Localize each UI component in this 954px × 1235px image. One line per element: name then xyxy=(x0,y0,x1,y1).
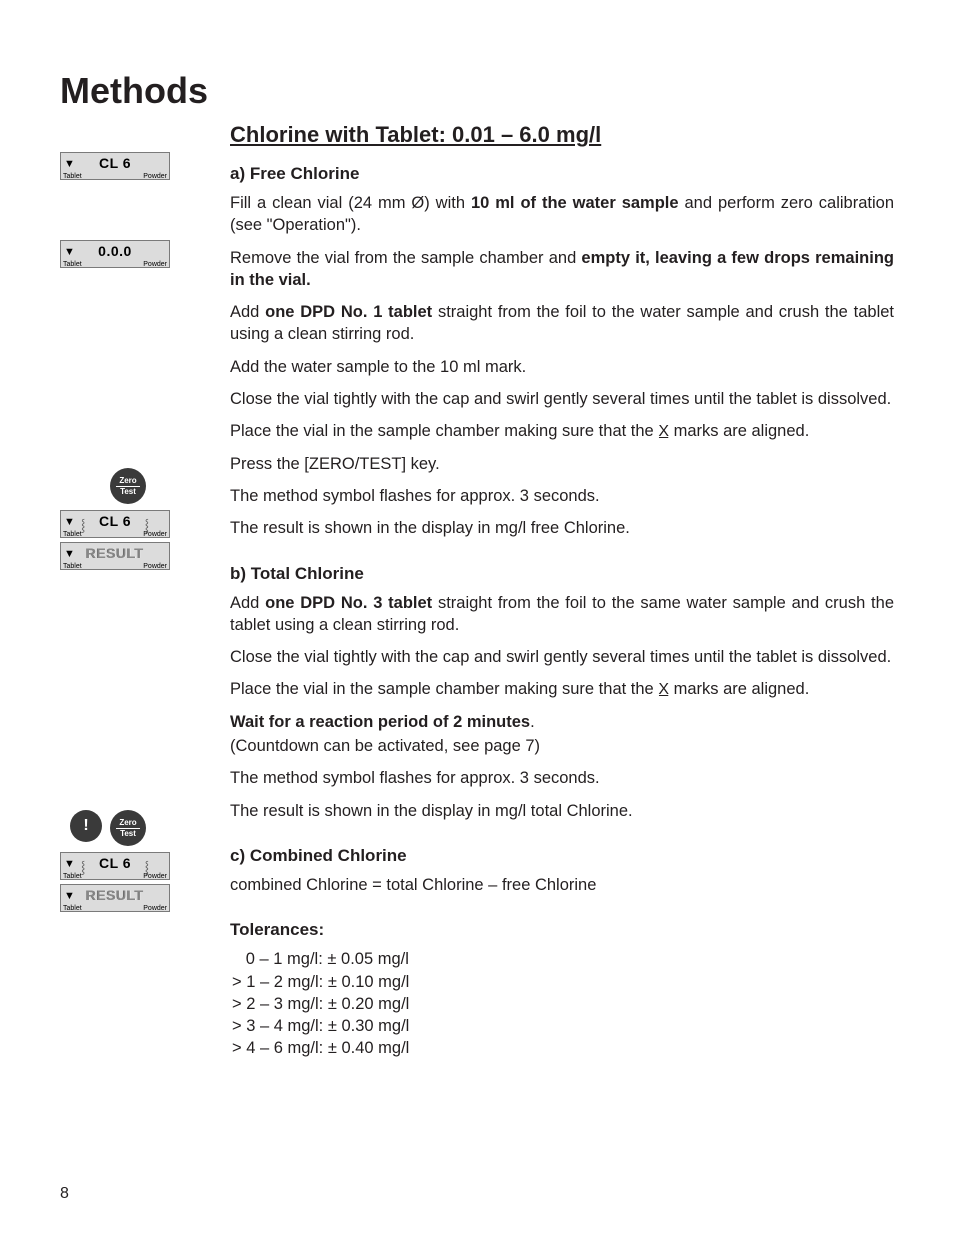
zero-label: Zero xyxy=(119,819,136,827)
zero-test-button[interactable]: Zero Test xyxy=(110,810,146,846)
powder-label: Powder xyxy=(143,563,167,570)
display-group-zerotest: Zero Test ▼ ⸾ CL 6 ⸾ Tablet Powder ▼ RES… xyxy=(60,468,210,570)
para: The method symbol flashes for approx. 3 … xyxy=(230,485,894,507)
para: The method symbol flashes for approx. 3 … xyxy=(230,767,894,789)
method-title: Chlorine with Tablet: 0.01 – 6.0 mg/l xyxy=(230,122,894,148)
tablet-label: Tablet xyxy=(63,173,82,180)
display-value: CL 6 xyxy=(61,513,169,529)
exclaim-icon: ! xyxy=(83,817,88,835)
para: The result is shown in the display in mg… xyxy=(230,517,894,539)
powder-label: Powder xyxy=(143,531,167,538)
tablet-label: Tablet xyxy=(63,905,82,912)
para: Place the vial in the sample chamber mak… xyxy=(230,678,894,701)
powder-label: Powder xyxy=(143,261,167,268)
tolerance-row: > 1 – 2 mg/l: ± 0.10 mg/l xyxy=(232,971,894,993)
zero-test-button[interactable]: Zero Test xyxy=(110,468,146,504)
para: Remove the vial from the sample chamber … xyxy=(230,247,894,292)
tolerance-row: > 3 – 4 mg/l: ± 0.30 mg/l xyxy=(232,1015,894,1037)
tablet-label: Tablet xyxy=(63,873,82,880)
section-c-label: c) Combined Chlorine xyxy=(230,846,894,866)
tolerance-row: > 2 – 3 mg/l: ± 0.20 mg/l xyxy=(232,993,894,1015)
right-column: Chlorine with Tablet: 0.01 – 6.0 mg/l a)… xyxy=(230,122,894,1060)
section-a-label: a) Free Chlorine xyxy=(230,164,894,184)
para: Fill a clean vial (24 mm Ø) with 10 ml o… xyxy=(230,192,894,237)
powder-label: Powder xyxy=(143,905,167,912)
display-value: RESULT xyxy=(61,545,169,561)
powder-label: Powder xyxy=(143,173,167,180)
tablet-label: Tablet xyxy=(63,261,82,268)
tolerance-row: 0 – 1 mg/l: ± 0.05 mg/l xyxy=(232,948,894,970)
para: Add one DPD No. 1 tablet straight from t… xyxy=(230,301,894,346)
tolerance-row: > 4 – 6 mg/l: ± 0.40 mg/l xyxy=(232,1037,894,1059)
section-b-label: b) Total Chlorine xyxy=(230,564,894,584)
on-off-button[interactable]: ! xyxy=(70,810,102,842)
display-cl6: ▼ CL 6 Tablet Powder xyxy=(60,152,210,180)
test-label: Test xyxy=(120,488,136,496)
tolerance-list: 0 – 1 mg/l: ± 0.05 mg/l > 1 – 2 mg/l: ± … xyxy=(232,948,894,1059)
para: The result is shown in the display in mg… xyxy=(230,800,894,822)
display-value: CL 6 xyxy=(61,155,169,171)
tablet-label: Tablet xyxy=(63,563,82,570)
para: Add the water sample to the 10 ml mark. xyxy=(230,356,894,378)
test-label: Test xyxy=(120,830,136,838)
para: Add one DPD No. 3 tablet straight from t… xyxy=(230,592,894,637)
powder-label: Powder xyxy=(143,873,167,880)
para: Place the vial in the sample chamber mak… xyxy=(230,420,894,443)
para: combined Chlorine = total Chlorine – fre… xyxy=(230,874,894,896)
display-group-onoff: ! Zero Test ▼ ⸾ CL 6 ⸾ Tablet Powder ▼ R… xyxy=(60,810,210,912)
tolerances-label: Tolerances: xyxy=(230,920,894,940)
page-title: Methods xyxy=(60,70,894,112)
zero-label: Zero xyxy=(119,477,136,485)
display-value: 0.0.0 xyxy=(61,243,169,259)
para: Close the vial tightly with the cap and … xyxy=(230,388,894,410)
left-column: ▼ CL 6 Tablet Powder ▼ 0.0.0 Tablet Powd… xyxy=(60,122,210,1060)
page-number: 8 xyxy=(60,1185,69,1203)
para: Close the vial tightly with the cap and … xyxy=(230,646,894,668)
display-value: RESULT xyxy=(61,887,169,903)
para: (Countdown can be activated, see page 7) xyxy=(230,735,894,757)
para: Wait for a reaction period of 2 minutes. xyxy=(230,711,894,733)
tablet-label: Tablet xyxy=(63,531,82,538)
display-zero: ▼ 0.0.0 Tablet Powder xyxy=(60,240,210,268)
para: Press the [ZERO/TEST] key. xyxy=(230,453,894,475)
content-row: ▼ CL 6 Tablet Powder ▼ 0.0.0 Tablet Powd… xyxy=(60,122,894,1060)
display-value: CL 6 xyxy=(61,855,169,871)
